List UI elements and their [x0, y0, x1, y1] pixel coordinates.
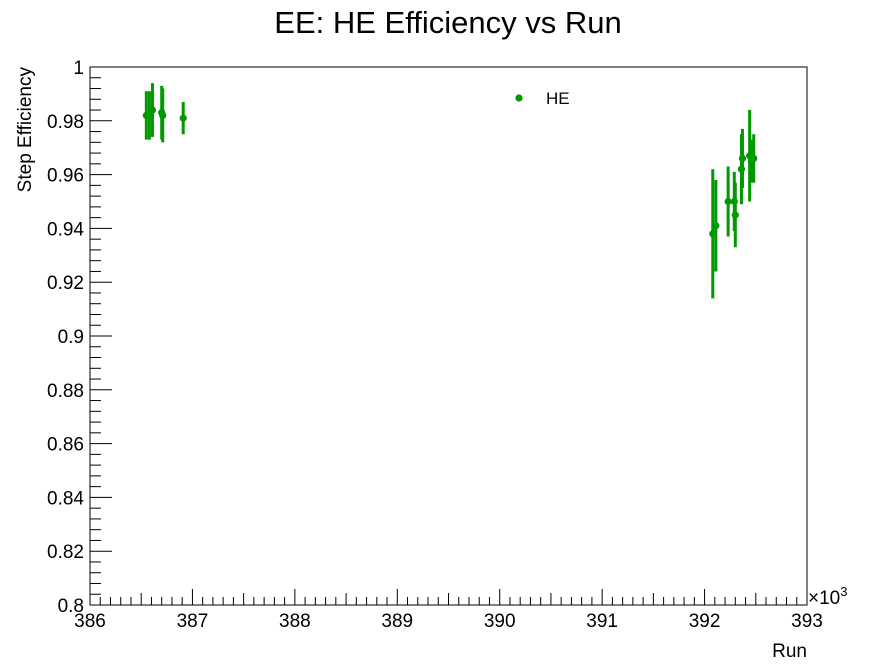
y-axis-label: Step Efficiency [15, 67, 36, 193]
y-tick-label: 0.8 [58, 596, 84, 617]
chart-title: EE: HE Efficiency vs Run [274, 5, 621, 40]
y-tick-label: 0.92 [47, 273, 84, 294]
x-tick-label: 391 [586, 611, 618, 632]
point-marker [148, 106, 157, 114]
y-tick-label: 0.88 [47, 381, 84, 402]
data-point [724, 166, 732, 237]
point-marker [731, 211, 739, 219]
x-tick-label: 386 [74, 611, 106, 632]
y-tick-label: 0.86 [47, 435, 84, 456]
x-tick-label: 393 [791, 611, 823, 632]
x-tick-label: 387 [177, 611, 209, 632]
data-point [750, 134, 758, 183]
axis-ticks: 386 387 388 389 390 391 392 393 0.8 0.82 0.84 0.86 0… [47, 58, 823, 632]
legend: HE [515, 89, 570, 108]
point-marker [712, 222, 720, 230]
y-tick-label: 0.84 [47, 488, 84, 509]
data-point [148, 83, 157, 137]
x-tick-label: 389 [381, 611, 413, 632]
y-tick-label: 0.9 [58, 327, 84, 348]
y-tick-label: 0.96 [47, 166, 84, 187]
point-marker [738, 154, 747, 163]
y-tick-label: 0.82 [47, 542, 84, 563]
legend-marker [515, 94, 523, 102]
x-multiplier-exponent: 3 [840, 584, 847, 599]
y-tick-label: 1 [73, 58, 84, 79]
point-marker [724, 197, 732, 206]
x-axis-label: Run [772, 641, 807, 662]
x-multiplier: ×103 [808, 584, 847, 609]
point-marker [750, 154, 758, 163]
point-marker [159, 111, 167, 120]
x-tick-label: 388 [279, 611, 311, 632]
data-point [731, 182, 739, 248]
data-point [159, 88, 167, 143]
data-points [142, 83, 758, 299]
x-tick-label: 392 [689, 611, 721, 632]
point-marker [179, 114, 187, 122]
legend-label: HE [546, 89, 570, 108]
data-point [712, 179, 720, 272]
plot-frame [89, 66, 808, 606]
x-multiplier-base: ×10 [808, 588, 840, 609]
data-point [179, 101, 187, 135]
data-point [738, 128, 747, 189]
x-tick-label: 390 [484, 611, 516, 632]
y-tick-label: 0.94 [47, 219, 84, 240]
y-tick-label: 0.98 [47, 112, 84, 133]
